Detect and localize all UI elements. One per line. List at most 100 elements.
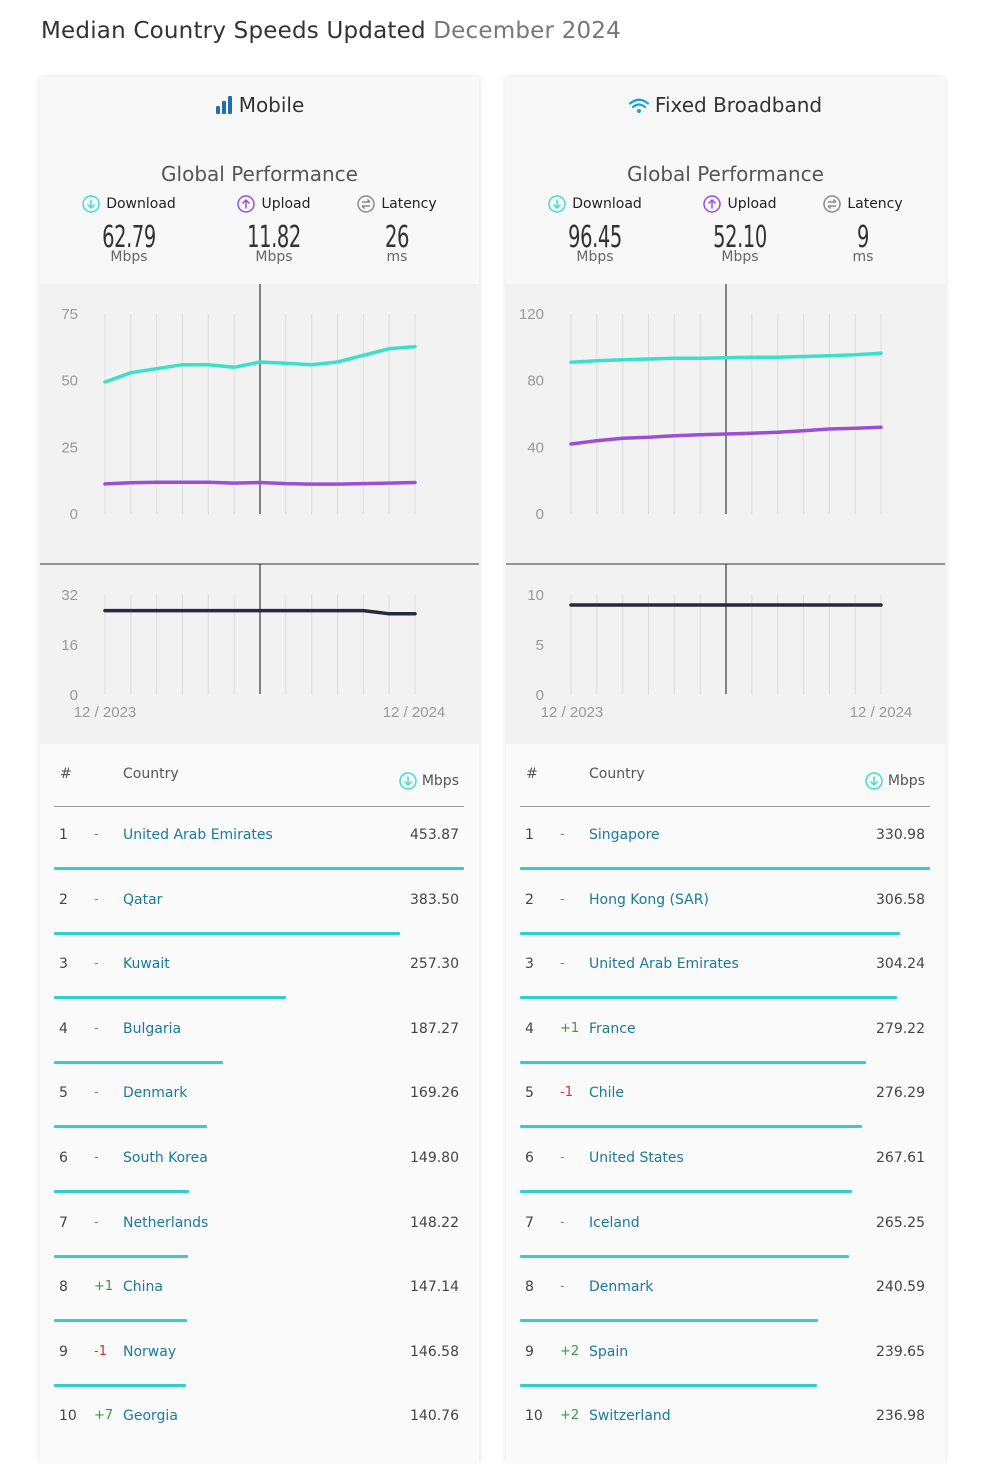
rank-number: 4 bbox=[59, 1020, 68, 1037]
mobile-x-end-label: 12 / 2024 bbox=[383, 704, 446, 721]
speed-value: 257.30 bbox=[410, 956, 459, 973]
table-row: 1 - Singapore 330.98 bbox=[506, 810, 945, 875]
speed-value: 236.98 bbox=[876, 1408, 925, 1425]
fixed-upload-unit: Mbps bbox=[721, 249, 759, 265]
table-row: 3 - Kuwait 257.30 bbox=[40, 939, 479, 1004]
speed-value: 240.59 bbox=[876, 1279, 925, 1296]
rank-change: - bbox=[94, 891, 99, 907]
table-row: 5 -1 Chile 276.29 bbox=[506, 1068, 945, 1133]
download-icon bbox=[865, 772, 883, 790]
speed-value: 140.76 bbox=[410, 1408, 459, 1425]
rank-change: - bbox=[94, 827, 99, 842]
country-link[interactable]: Iceland bbox=[589, 1214, 640, 1231]
country-link[interactable]: Kuwait bbox=[123, 956, 170, 973]
rank-change: -1 bbox=[560, 1085, 573, 1101]
country-link[interactable]: Chile bbox=[589, 1085, 625, 1102]
mobile-upload-metric: Upload 11.82 Mbps bbox=[214, 195, 334, 265]
fixed-upload-value: 52.10 bbox=[713, 220, 767, 255]
speed-value: 276.29 bbox=[876, 1085, 925, 1102]
rank-number: 6 bbox=[59, 1150, 68, 1166]
country-link[interactable]: Bulgaria bbox=[123, 1020, 182, 1037]
speed-value: 279.22 bbox=[876, 1020, 925, 1037]
speed-bar bbox=[520, 1319, 819, 1323]
speed-value: 267.61 bbox=[876, 1150, 925, 1166]
country-link[interactable]: United States bbox=[589, 1150, 684, 1166]
speed-value: 330.98 bbox=[876, 827, 925, 843]
table-row: 10 +2 Switzerland 236.98 bbox=[506, 1391, 945, 1456]
country-link[interactable]: Qatar bbox=[123, 891, 163, 908]
fixed-upload-label: Upload bbox=[727, 196, 777, 212]
mobile-speed-chart: 0 25 50 75 bbox=[61, 284, 417, 523]
country-link[interactable]: South Korea bbox=[123, 1150, 208, 1166]
mobile-panel: Mobile Global Performance Download 62.79… bbox=[40, 77, 479, 1464]
fixed-rank-header: # bbox=[526, 766, 538, 782]
speed-bar bbox=[54, 996, 287, 1000]
table-row: 6 - United States 267.61 bbox=[506, 1133, 945, 1198]
speed-value: 148.22 bbox=[410, 1214, 459, 1231]
mobile-latency-chart: 0 16 32 bbox=[61, 564, 417, 704]
mobile-speed-header: Mbps bbox=[399, 772, 459, 790]
rank-number: 10 bbox=[525, 1408, 543, 1425]
rank-change: - bbox=[94, 956, 99, 972]
country-link[interactable]: United Arab Emirates bbox=[123, 827, 273, 843]
country-link[interactable]: China bbox=[123, 1279, 163, 1296]
country-link[interactable]: Norway bbox=[123, 1343, 177, 1360]
mobile-global-performance: Global Performance bbox=[161, 162, 358, 186]
speed-value: 149.80 bbox=[410, 1150, 459, 1166]
rank-change: +7 bbox=[94, 1408, 114, 1424]
country-link[interactable]: Singapore bbox=[589, 827, 660, 843]
y-tick-label: 75 bbox=[61, 306, 78, 323]
fixed-panel: Fixed Broadband Global Performance Downl… bbox=[506, 77, 945, 1464]
table-row: 4 - Bulgaria 187.27 bbox=[40, 1004, 479, 1069]
speed-bar bbox=[54, 1190, 190, 1193]
mobile-header: Mobile Global Performance Download 62.79… bbox=[40, 77, 479, 284]
rank-change: - bbox=[560, 891, 565, 907]
rank-change: - bbox=[94, 1150, 99, 1165]
rank-change: - bbox=[94, 1214, 99, 1230]
table-row: 7 - Netherlands 148.22 bbox=[40, 1198, 479, 1263]
speed-value: 383.50 bbox=[410, 891, 459, 908]
country-link[interactable]: Denmark bbox=[123, 1085, 188, 1102]
series-line-upload bbox=[103, 480, 417, 486]
country-link[interactable]: France bbox=[589, 1020, 636, 1037]
y-tick-label: 0 bbox=[70, 506, 78, 523]
mobile-download-metric: Download 62.79 Mbps bbox=[69, 195, 189, 265]
mobile-chart-svg: 0 25 50 75 0 16 32 12 / 2023 12 / 2024 bbox=[40, 284, 479, 721]
country-link[interactable]: Spain bbox=[589, 1343, 629, 1360]
speed-bar bbox=[520, 1190, 852, 1193]
speed-value: 147.14 bbox=[410, 1279, 459, 1296]
fixed-download-value: 96.45 bbox=[568, 220, 622, 255]
rank-change: - bbox=[94, 1085, 99, 1101]
latency-icon bbox=[357, 195, 376, 213]
fixed-title-text: Fixed Broadband bbox=[654, 93, 823, 117]
signal-bars-icon bbox=[215, 96, 232, 114]
rank-number: 7 bbox=[59, 1214, 68, 1231]
table-row: 2 - Qatar 383.50 bbox=[40, 875, 479, 940]
speed-bar bbox=[520, 1125, 863, 1129]
speed-bar bbox=[54, 1125, 207, 1129]
rank-change: - bbox=[560, 1279, 565, 1295]
country-link[interactable]: Denmark bbox=[589, 1279, 654, 1296]
country-link[interactable]: Switzerland bbox=[589, 1408, 671, 1425]
fixed-download-metric: Download 96.45 Mbps bbox=[535, 195, 655, 265]
latency-icon bbox=[823, 195, 842, 213]
speed-value: 265.25 bbox=[876, 1214, 925, 1231]
country-link[interactable]: Netherlands bbox=[123, 1214, 209, 1231]
rank-number: 2 bbox=[525, 891, 534, 908]
series-line-upload bbox=[569, 425, 883, 446]
country-link[interactable]: Hong Kong (SAR) bbox=[589, 891, 709, 908]
speed-bar bbox=[520, 1060, 866, 1064]
mobile-chart-area: 0 25 50 75 0 16 32 12 / 2023 12 / 2024 bbox=[40, 284, 479, 744]
download-icon bbox=[548, 195, 566, 213]
rank-number: 10 bbox=[59, 1408, 77, 1425]
country-link[interactable]: Georgia bbox=[123, 1408, 178, 1425]
speed-value: 453.87 bbox=[410, 827, 459, 843]
fixed-latency-metric: Latency 9 ms bbox=[803, 195, 923, 265]
fixed-latency-unit: ms bbox=[852, 249, 874, 265]
download-icon bbox=[399, 772, 417, 790]
speed-bar bbox=[520, 931, 900, 935]
fixed-ranking-table: # Country Mbps 1 - Singapore 330.98 2 - Hong K… bbox=[506, 744, 945, 1464]
country-link[interactable]: United Arab Emirates bbox=[589, 956, 739, 973]
fixed-download-unit: Mbps bbox=[576, 249, 614, 265]
rank-number: 6 bbox=[525, 1150, 534, 1166]
